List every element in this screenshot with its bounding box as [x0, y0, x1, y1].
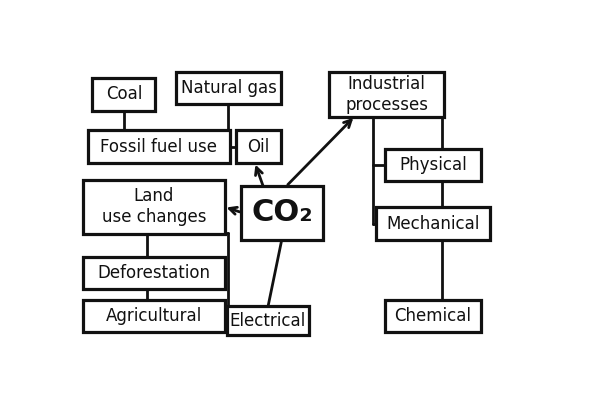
FancyBboxPatch shape [227, 306, 309, 335]
FancyBboxPatch shape [83, 256, 225, 289]
Text: Natural gas: Natural gas [181, 79, 277, 97]
Text: Deforestation: Deforestation [98, 264, 211, 282]
Text: Coal: Coal [106, 85, 142, 103]
Text: Chemical: Chemical [395, 307, 472, 325]
Text: Electrical: Electrical [230, 312, 306, 330]
FancyBboxPatch shape [385, 300, 481, 332]
Text: CO₂: CO₂ [251, 198, 313, 227]
FancyBboxPatch shape [329, 72, 444, 117]
FancyBboxPatch shape [92, 78, 155, 110]
Text: Oil: Oil [248, 138, 270, 156]
Text: Fossil fuel use: Fossil fuel use [100, 138, 217, 156]
Text: Industrial
processes: Industrial processes [345, 75, 428, 114]
FancyBboxPatch shape [83, 180, 225, 234]
FancyBboxPatch shape [376, 207, 490, 240]
FancyBboxPatch shape [385, 149, 481, 181]
FancyBboxPatch shape [241, 186, 323, 240]
FancyBboxPatch shape [83, 300, 225, 332]
Text: Agricultural: Agricultural [106, 307, 202, 325]
Text: Mechanical: Mechanical [386, 214, 480, 232]
Text: Land
use changes: Land use changes [102, 187, 206, 226]
Text: Physical: Physical [399, 156, 467, 174]
FancyBboxPatch shape [176, 72, 281, 104]
FancyBboxPatch shape [88, 130, 230, 163]
FancyBboxPatch shape [236, 130, 281, 163]
